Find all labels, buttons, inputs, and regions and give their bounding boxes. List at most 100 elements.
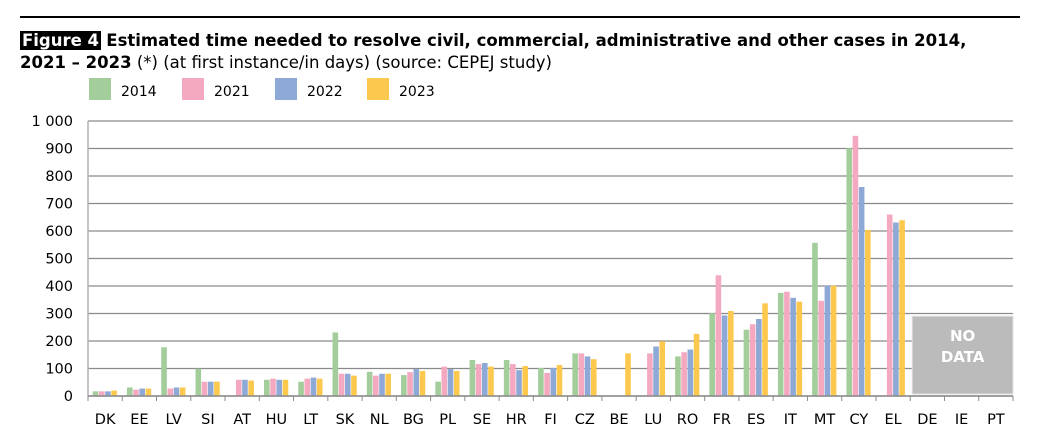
- bar-LT-2014: [298, 381, 304, 396]
- bar-LV-2021: [167, 388, 174, 396]
- y-tick-label: 200: [45, 334, 73, 350]
- bar-PL-2022: [447, 369, 454, 396]
- bar-NL-2021: [373, 375, 379, 396]
- bar-LT-2022: [310, 377, 317, 396]
- x-tick-label: LU: [644, 412, 662, 428]
- bar-ES-2023: [762, 303, 768, 396]
- x-tick-label: SE: [473, 412, 491, 428]
- bar-EE-2014: [126, 387, 133, 396]
- x-tick-label: IE: [955, 412, 968, 428]
- bar-IT-2014: [777, 292, 784, 396]
- bar-HU-2021: [270, 378, 276, 396]
- x-tick-label: FI: [544, 412, 557, 428]
- bar-AT-2021: [235, 379, 242, 396]
- y-tick-label: 400: [45, 279, 73, 295]
- bar-HU-2022: [276, 379, 283, 396]
- bar-CY-2014: [846, 148, 853, 396]
- y-tick-label: 100: [45, 362, 73, 378]
- legend-label: 2021: [214, 84, 250, 100]
- bar-BE-2023: [625, 353, 631, 396]
- bar-MT-2023: [830, 285, 837, 396]
- legend-swatch: [275, 78, 297, 100]
- title-subtitle: (*) (at first instance/in days) (source:…: [131, 53, 552, 72]
- y-tick-label: 0: [64, 389, 73, 405]
- bar-FI-2023: [556, 364, 563, 396]
- bar-SK-2014: [332, 332, 339, 396]
- bar-FR-2014: [709, 313, 715, 396]
- x-tick-label: LV: [165, 412, 181, 428]
- bar-BG-2021: [407, 372, 413, 396]
- x-tick-label: LT: [303, 412, 318, 428]
- bar-BG-2023: [419, 370, 426, 396]
- x-tick-label: BG: [403, 412, 424, 428]
- no-data-box: [911, 315, 1014, 395]
- x-tick-label: PL: [439, 412, 456, 428]
- bar-SI-2021: [201, 381, 208, 396]
- x-tick-label: CZ: [575, 412, 595, 428]
- legend-swatch: [89, 78, 111, 100]
- x-tick-label: AT: [233, 412, 251, 428]
- legend-label: 2023: [399, 84, 435, 100]
- legend-item-2014: 2014: [89, 78, 157, 100]
- bar-EL-2021: [886, 214, 893, 396]
- title-years: 2021 – 2023: [20, 53, 132, 72]
- x-tick-label: SI: [201, 412, 214, 428]
- bar-CZ-2021: [578, 353, 585, 396]
- bar-FR-2021: [715, 275, 722, 396]
- bar-CZ-2023: [590, 359, 597, 396]
- y-tick-label: 900: [45, 142, 73, 158]
- bar-CY-2021: [852, 135, 859, 396]
- y-tick-label: 500: [45, 252, 73, 268]
- bar-IT-2023: [796, 301, 803, 396]
- x-tick-label: DE: [917, 412, 937, 428]
- bar-FI-2022: [550, 367, 557, 396]
- y-tick-label: 700: [45, 197, 73, 213]
- x-tick-label: DK: [95, 412, 116, 428]
- x-tick-label: RO: [677, 412, 699, 428]
- bar-LV-2014: [161, 347, 167, 396]
- bar-ES-2021: [749, 324, 756, 396]
- bar-EE-2021: [133, 389, 139, 396]
- bar-LT-2021: [304, 378, 311, 396]
- bar-DK-2021: [98, 391, 105, 396]
- bar-CY-2023: [865, 229, 871, 396]
- bar-RO-2014: [675, 356, 681, 396]
- x-tick-label: ES: [747, 412, 765, 428]
- y-tick-label: 300: [45, 307, 73, 323]
- bar-CZ-2014: [572, 353, 578, 396]
- bar-IT-2022: [790, 297, 796, 396]
- bar-LU-2023: [659, 341, 666, 396]
- bar-RO-2021: [681, 352, 687, 396]
- chart-title: Figure 4 Estimated time needed to resolv…: [20, 30, 1020, 74]
- x-tick-label: PT: [987, 412, 1005, 428]
- bar-BG-2014: [401, 375, 407, 396]
- x-tick-label: IT: [784, 412, 797, 428]
- legend-label: 2014: [121, 84, 157, 100]
- bar-MT-2022: [824, 285, 831, 396]
- bar-HR-2014: [503, 359, 510, 396]
- top-rule: [20, 16, 1020, 18]
- x-tick-label: NL: [370, 412, 389, 428]
- bar-SE-2021: [475, 364, 482, 396]
- bar-NL-2014: [366, 371, 373, 396]
- y-tick-label: 600: [45, 224, 73, 240]
- x-tick-label: BE: [609, 412, 628, 428]
- bar-PL-2014: [435, 381, 441, 396]
- bar-ES-2022: [756, 319, 762, 396]
- bar-IT-2021: [784, 291, 790, 396]
- bar-FR-2022: [721, 315, 728, 396]
- bar-NL-2022: [379, 373, 385, 396]
- bar-DK-2022: [105, 391, 111, 396]
- legend-label: 2022: [307, 84, 343, 100]
- bar-SE-2022: [481, 363, 488, 396]
- x-tick-label: HU: [266, 412, 288, 428]
- bar-HR-2021: [510, 364, 516, 396]
- y-tick-label: 1 000: [31, 114, 73, 130]
- bar-NL-2023: [385, 373, 392, 396]
- bar-LV-2023: [179, 387, 186, 396]
- bar-FI-2014: [538, 367, 544, 396]
- bar-MT-2021: [818, 300, 824, 396]
- bar-CY-2022: [858, 187, 865, 396]
- bar-HU-2023: [282, 379, 289, 396]
